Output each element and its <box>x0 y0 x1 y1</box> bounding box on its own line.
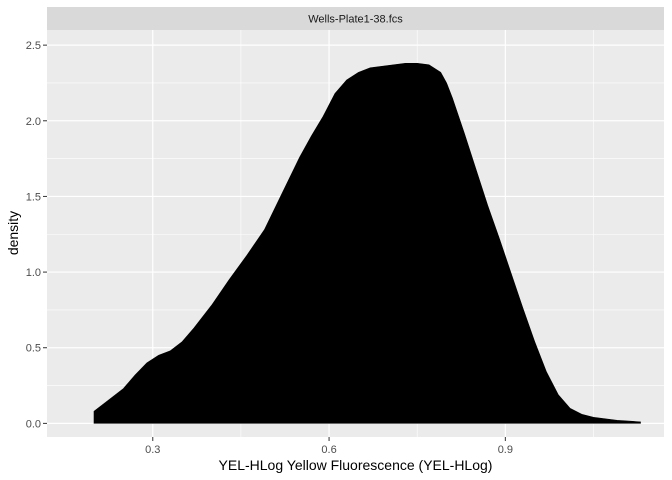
y-tick-label: 2.0 <box>26 116 41 128</box>
facet-label: Wells-Plate1-38.fcs <box>308 14 403 26</box>
y-axis-title: density <box>5 211 21 255</box>
y-tick-label: 0.0 <box>26 418 41 430</box>
y-tick-label: 0.5 <box>26 343 41 355</box>
facet-strip <box>47 7 664 30</box>
x-tick-label: 0.6 <box>321 444 336 456</box>
y-tick-label: 2.5 <box>26 40 41 52</box>
y-axis: 0.0 0.5 1.0 1.5 2.0 2.5 <box>26 40 47 430</box>
x-tick-label: 0.9 <box>498 444 513 456</box>
x-axis: 0.3 0.6 0.9 <box>145 437 513 456</box>
density-area <box>93 62 641 424</box>
x-axis-title: YEL-HLog Yellow Fluorescence (YEL-HLog) <box>219 457 493 473</box>
y-tick-label: 1.5 <box>26 191 41 203</box>
y-tick-label: 1.0 <box>26 267 41 279</box>
x-tick-label: 0.3 <box>145 444 160 456</box>
